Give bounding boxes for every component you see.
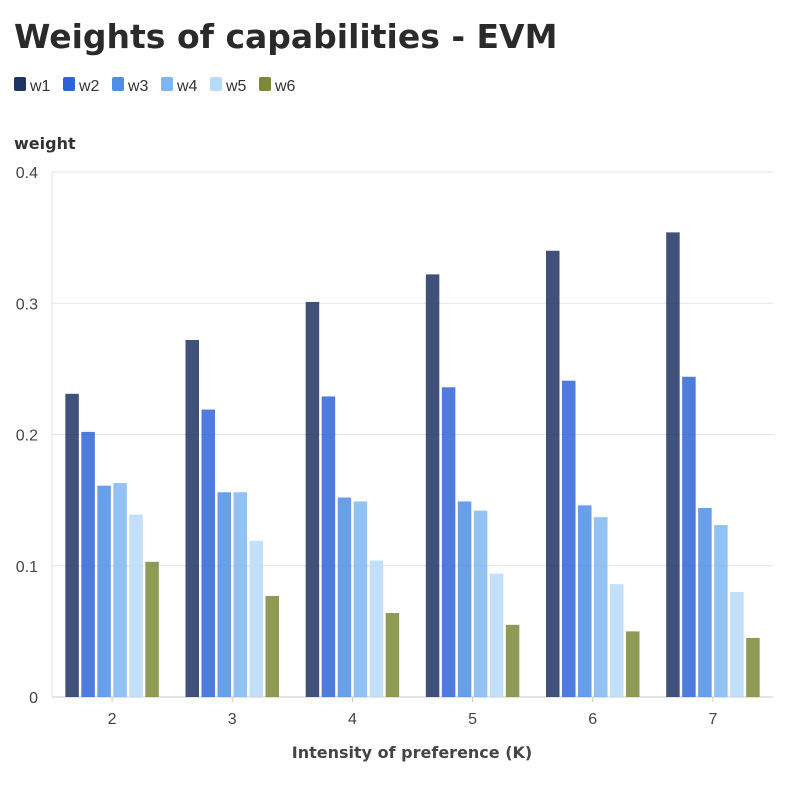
- bar-w4-k6: [594, 517, 608, 697]
- bar-group-3: [185, 340, 279, 697]
- x-tick-label: 5: [468, 711, 477, 728]
- legend-swatch: [161, 77, 173, 91]
- x-axis-ticks: 2 3 4 5 6 7: [108, 697, 717, 728]
- legend-item-w4[interactable]: w4: [161, 77, 198, 95]
- legend-item-w5[interactable]: w5: [210, 77, 247, 95]
- y-tick-label: 0.1: [16, 559, 38, 576]
- bar-w2-k4: [321, 396, 336, 697]
- bar-w2-k7: [682, 376, 696, 697]
- bar-w4-k5: [473, 510, 488, 697]
- bar-w5-k6: [610, 584, 624, 697]
- bar-group-5: [425, 274, 520, 697]
- x-tick-label: 7: [708, 711, 717, 728]
- bar-w6-k6: [626, 631, 640, 697]
- bar-w4-k4: [353, 501, 368, 697]
- legend-item-w1[interactable]: w1: [14, 77, 51, 95]
- y-tick-label: 0: [29, 690, 38, 707]
- bar-w5-k5: [489, 573, 504, 697]
- bar-w2-k3: [201, 409, 215, 697]
- bar-w5-k2: [129, 514, 143, 697]
- bar-w1-k3: [185, 340, 199, 697]
- bar-group-4: [305, 301, 400, 697]
- bar-w1-k5: [425, 274, 440, 697]
- bar-w1-k6: [546, 250, 560, 697]
- bar-w3-k3: [217, 492, 231, 697]
- legend-swatch: [210, 77, 222, 91]
- bar-w1-k7: [666, 232, 680, 697]
- bar-w3-k6: [578, 505, 592, 697]
- y-axis-ticks: 0 0.1 0.2 0.3 0.4: [16, 165, 38, 707]
- bar-w5-k7: [730, 592, 744, 697]
- legend-swatch: [14, 77, 26, 91]
- legend-item-w6[interactable]: w6: [259, 77, 296, 95]
- legend-label: w2: [78, 78, 100, 95]
- legend-label: w6: [274, 78, 296, 95]
- legend-swatch: [112, 77, 124, 91]
- bar-group-7: [666, 232, 760, 697]
- x-tick-label: 6: [588, 711, 597, 728]
- legend[interactable]: w1 w2 w3 w4 w5 w6: [14, 77, 296, 95]
- bar-group-2: [65, 393, 159, 697]
- bar-w2-k6: [562, 380, 576, 697]
- legend-label: w3: [127, 78, 149, 95]
- bar-w4-k7: [714, 525, 728, 697]
- bar-w5-k4: [369, 560, 384, 697]
- bar-w3-k2: [97, 485, 111, 697]
- y-axis-label: weight: [14, 134, 76, 153]
- bar-w6-k4: [385, 613, 400, 697]
- bar-w6-k5: [505, 624, 520, 697]
- bar-w1-k2: [65, 393, 79, 697]
- legend-item-w3[interactable]: w3: [112, 77, 149, 95]
- bar-w6-k7: [746, 637, 760, 697]
- bar-w6-k3: [265, 595, 279, 697]
- bar-w3-k7: [698, 508, 712, 697]
- x-tick-label: 3: [228, 711, 237, 728]
- x-tick-label: 4: [348, 711, 357, 728]
- bar-w4-k2: [113, 483, 127, 697]
- bar-w3-k5: [457, 501, 472, 697]
- bar-w5-k3: [249, 540, 263, 697]
- x-axis-label: Intensity of preference (K): [292, 743, 532, 762]
- bar-group-6: [546, 250, 640, 697]
- grid-lines: [51, 171, 773, 698]
- bar-w6-k2: [145, 561, 159, 697]
- legend-item-w2[interactable]: w2: [63, 77, 100, 95]
- chart-title: Weights of capabilities - EVM: [14, 17, 557, 56]
- legend-label: w4: [176, 78, 198, 95]
- bar-w2-k2: [81, 431, 95, 697]
- y-tick-label: 0.4: [16, 165, 38, 182]
- legend-swatch: [63, 77, 75, 91]
- legend-swatch: [259, 77, 271, 91]
- bar-w2-k5: [441, 387, 456, 697]
- y-tick-label: 0.2: [16, 428, 38, 445]
- legend-label: w5: [225, 78, 247, 95]
- bars: [65, 232, 760, 697]
- bar-w3-k4: [337, 497, 352, 697]
- bar-w4-k3: [233, 492, 247, 697]
- y-tick-label: 0.3: [16, 296, 38, 313]
- legend-label: w1: [29, 78, 51, 95]
- bar-w1-k4: [305, 301, 320, 697]
- x-tick-label: 2: [108, 711, 117, 728]
